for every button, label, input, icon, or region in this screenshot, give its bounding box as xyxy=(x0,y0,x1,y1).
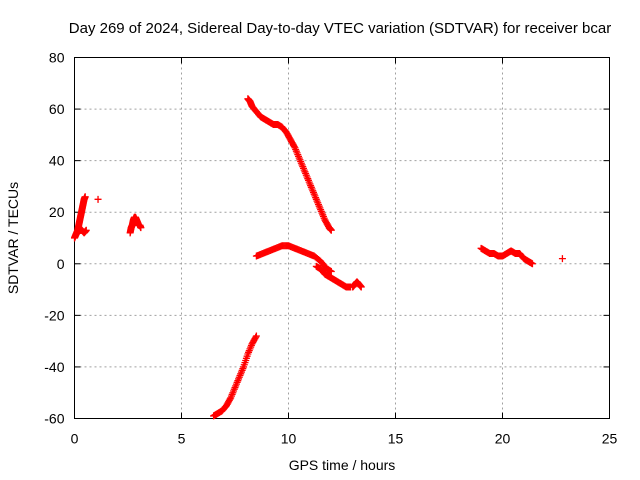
y-tick-label: -40 xyxy=(44,359,64,375)
data-point xyxy=(226,395,234,403)
series-isolated-2 xyxy=(558,255,566,263)
x-tick-label: 5 xyxy=(178,431,186,447)
data-point xyxy=(558,255,566,263)
data-point xyxy=(137,224,145,232)
data-point xyxy=(357,283,365,291)
x-axis-label: GPS time / hours xyxy=(289,457,396,473)
x-tick-label: 0 xyxy=(71,431,79,447)
y-axis-label: SDTVAR / TECUs xyxy=(5,182,21,294)
y-tick-label: 60 xyxy=(49,101,65,117)
x-tick-label: 20 xyxy=(495,431,511,447)
data-point xyxy=(290,142,298,150)
plot-frame xyxy=(74,57,610,419)
y-tick-label: 20 xyxy=(49,204,65,220)
series-arc-mid-hump xyxy=(252,242,335,276)
y-tick-label: -20 xyxy=(44,307,64,323)
x-tick-label: 10 xyxy=(281,431,297,447)
x-tick-label: 25 xyxy=(602,431,618,447)
data-point xyxy=(94,195,102,203)
data-point xyxy=(327,226,335,234)
y-axis-ticks: -60 -40 -20 0 20 40 60 80 xyxy=(44,50,610,427)
x-tick-label: 15 xyxy=(388,431,404,447)
data-point xyxy=(82,226,90,234)
y-tick-label: 0 xyxy=(57,256,65,272)
data-point xyxy=(528,260,536,268)
data-point xyxy=(81,193,89,201)
y-tick-label: 40 xyxy=(49,153,65,169)
data-points xyxy=(71,95,566,420)
series-isolated-1 xyxy=(94,195,102,203)
series-arc-early-lower xyxy=(74,226,90,237)
series-arc-falling-from-64 xyxy=(244,95,335,234)
y-tick-label: -60 xyxy=(44,411,64,427)
series-arc-19-21h xyxy=(477,244,536,268)
series-arc-13h xyxy=(349,278,365,291)
series-arc-2.7h xyxy=(126,213,145,237)
data-point xyxy=(252,333,260,341)
series-arc-mid-descent xyxy=(312,262,355,291)
gridlines xyxy=(74,57,610,419)
chart-title: Day 269 of 2024, Sidereal Day-to-day VTE… xyxy=(69,20,611,37)
y-tick-label: 80 xyxy=(49,50,65,66)
data-point xyxy=(327,268,335,276)
series-arc-low-rising xyxy=(210,332,260,420)
x-axis-ticks: 0 5 10 15 20 25 xyxy=(71,57,618,447)
data-point xyxy=(252,332,260,340)
